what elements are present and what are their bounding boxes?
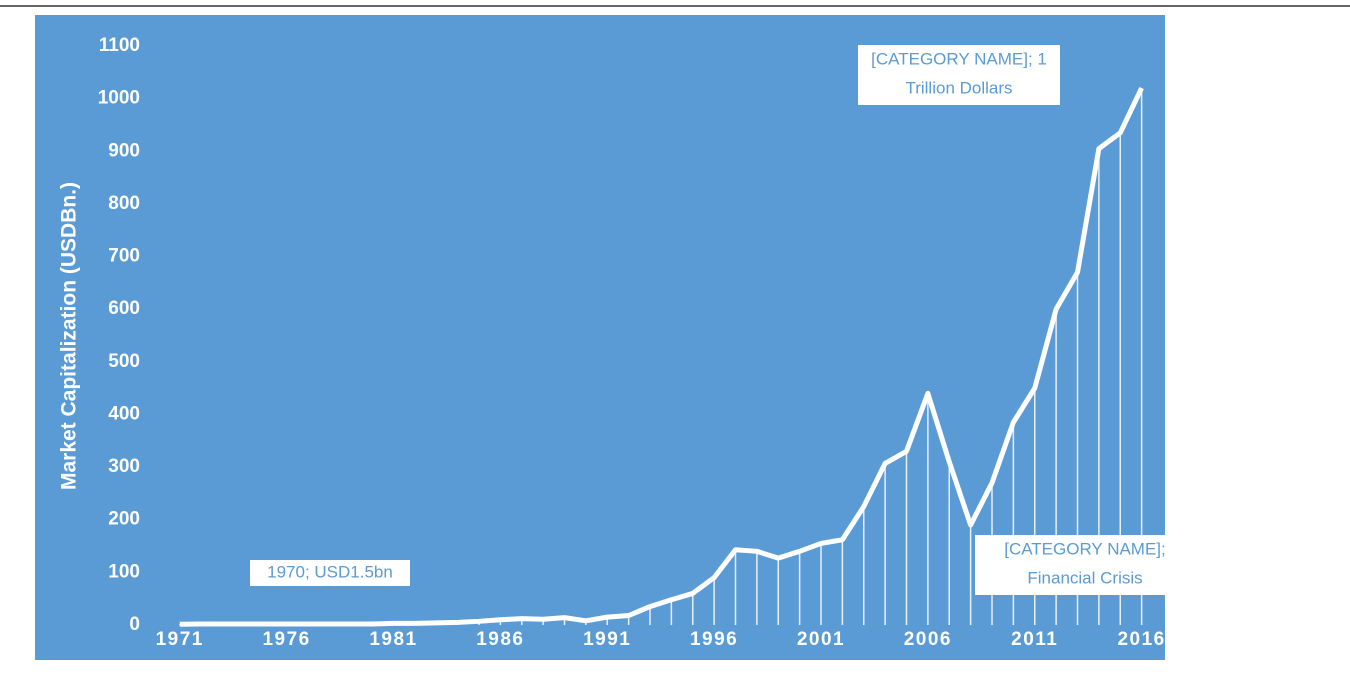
x-tick-label: 1986 (476, 629, 524, 650)
annotation-box (975, 535, 1195, 595)
y-tick-label: 800 (108, 193, 140, 214)
x-tick-label: 2011 (1011, 629, 1058, 650)
y-tick-label: 600 (108, 298, 140, 319)
x-tick-label: 2016 (1117, 629, 1165, 650)
annotation-text: [CATEGORY NAME]; (1004, 539, 1166, 558)
y-tick-label: 900 (108, 140, 140, 161)
y-tick-label: 0 (129, 614, 140, 635)
x-tick-label: 2001 (797, 629, 845, 650)
x-tick-label: 1976 (262, 629, 310, 650)
annotation-box (858, 45, 1060, 105)
y-tick-label: 1000 (98, 88, 140, 109)
y-tick-label: 1100 (99, 35, 140, 56)
y-tick-label: 400 (108, 403, 140, 424)
y-tick-label: 500 (108, 351, 140, 372)
x-tick-label: 1981 (369, 629, 417, 650)
data-line (179, 87, 1144, 627)
y-tick-label: 300 (108, 456, 140, 477)
y-tick-label: 100 (108, 561, 140, 582)
y-axis-label: Market Capitalization (USDBn.) (58, 182, 81, 490)
x-tick-label: 1971 (156, 629, 204, 650)
annotation-box (250, 560, 410, 586)
x-tick-label: 1991 (583, 629, 631, 650)
annotation-text: [CATEGORY NAME]; 1 (871, 49, 1047, 68)
x-tick-label: 2006 (904, 629, 952, 650)
y-tick-label: 700 (108, 246, 140, 267)
y-tick-label: 200 (108, 509, 140, 530)
x-tick-label: 1996 (690, 629, 738, 650)
annotation-text: Trillion Dollars (905, 78, 1012, 97)
annotation-text: 1970; USD1.5bn (267, 562, 393, 581)
annotation-text: Financial Crisis (1027, 568, 1142, 587)
